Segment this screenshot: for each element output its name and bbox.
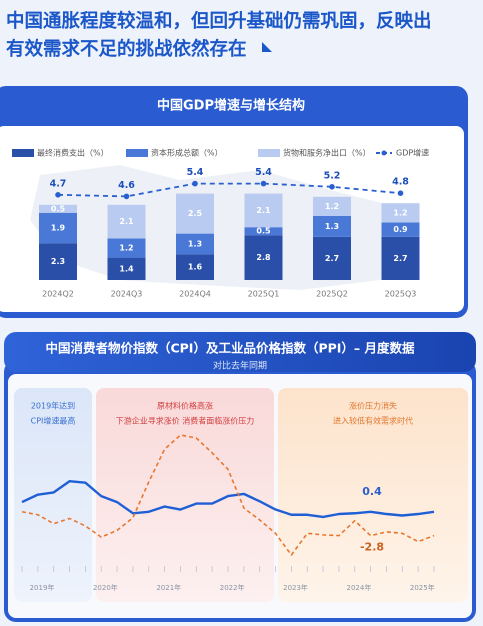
annotation: 涨价压力消失: [349, 401, 397, 411]
chart-title: 中国GDP增速与增长结构: [157, 98, 305, 114]
value-label: 2.8: [256, 253, 271, 262]
legend-swatch: [126, 149, 148, 157]
bar-segment: [176, 233, 214, 255]
gdp-label: 4.6: [118, 180, 135, 191]
gdp-point: [397, 190, 404, 196]
bar-segment: [176, 254, 214, 280]
gdp-point: [55, 192, 61, 198]
value-label: 2.7: [393, 254, 407, 263]
bar-segment: [313, 216, 351, 237]
x-tick-label: 2024Q2: [42, 290, 74, 299]
bar-segment: [244, 235, 283, 280]
series-line: [21, 480, 435, 519]
series-line: [21, 434, 435, 556]
annotation: 2019年达到: [31, 401, 75, 411]
x-tick-label: 2020年: [93, 583, 118, 592]
bar-segment: [39, 204, 77, 213]
x-tick-label: 2019年: [30, 583, 55, 592]
bar-segment: [313, 196, 351, 216]
annotation: 原材料价格高涨: [157, 401, 213, 411]
value-label: 1.6: [188, 263, 203, 272]
legend-label: 资本形成总额（%）: [151, 148, 223, 158]
annotation: 进入较低有效需求时代: [333, 416, 413, 426]
bar-segment: [107, 257, 146, 280]
gdp-label: 4.8: [392, 177, 409, 188]
value-label: 2.3: [51, 257, 65, 266]
legend-swatch: [381, 150, 387, 156]
bar-segment: [244, 193, 283, 228]
bar-segment: [176, 193, 214, 234]
x-tick-label: 2023年: [283, 583, 308, 592]
legend-swatch: [258, 149, 280, 157]
bar-segment: [39, 243, 77, 280]
value-label: 0.9: [393, 225, 408, 234]
x-tick-label: 2024Q4: [179, 290, 211, 299]
end-label: -2.8: [360, 541, 384, 554]
bar-segment: [381, 222, 420, 237]
value-label: 2.7: [325, 254, 339, 263]
x-tick-label: 2022年: [220, 583, 245, 592]
bar-segment: [313, 236, 351, 280]
gdp-point: [260, 180, 267, 187]
region: [96, 388, 274, 602]
arrow-icon: [262, 42, 272, 52]
value-label: 1.3: [325, 222, 339, 231]
legend-label: 最终消费支出（%）: [37, 148, 109, 158]
chart-subtitle: 对比去年同期: [213, 360, 267, 372]
bar-segment: [381, 236, 420, 280]
x-tick-label: 2024年: [347, 583, 372, 592]
gdp-label: 5.2: [324, 170, 341, 181]
gdp-point: [192, 180, 198, 187]
value-label: 1.4: [119, 264, 134, 273]
legend-swatch: [12, 149, 34, 157]
annotation: CPI增速最高: [31, 416, 76, 426]
value-label: 2.5: [188, 209, 203, 218]
value-label: 2.1: [119, 217, 134, 226]
end-label: 0.4: [362, 485, 382, 498]
bar-segment: [107, 238, 146, 258]
value-label: 1.2: [393, 208, 407, 217]
region: [14, 388, 92, 602]
gdp-label: 5.4: [255, 167, 272, 178]
value-label: 1.2: [119, 244, 133, 253]
gdp-label: 4.7: [50, 178, 67, 189]
title-line: 有效需求不足的挑战依然存在: [6, 38, 247, 60]
legend-label: GDP增速: [396, 148, 429, 158]
gdp-line: [57, 182, 401, 198]
gdp-point: [123, 193, 130, 200]
region: [278, 388, 468, 602]
value-label: 0.5: [256, 227, 271, 236]
x-tick-label: 2025年: [410, 583, 435, 592]
x-tick-label: 2024Q3: [111, 290, 143, 299]
value-label: 2.1: [256, 206, 271, 215]
value-label: 0.5: [51, 204, 66, 213]
title-line: 中国通胀程度较温和，但回升基础仍需巩固，反映出: [6, 10, 432, 32]
x-tick-label: 2025Q2: [316, 290, 348, 299]
gdp-point: [329, 184, 335, 190]
legend-label: 货物和服务净出口（%）: [283, 148, 371, 158]
gdp-label: 5.4: [187, 167, 204, 178]
bar-segment: [107, 204, 146, 239]
x-tick-label: 2025Q1: [248, 290, 280, 299]
panel-header: [4, 332, 476, 372]
value-label: 1.2: [325, 202, 339, 211]
annotation: 下游企业寻求涨价 消费者面临涨价压力: [116, 416, 255, 426]
x-tick-label: 2021年: [156, 583, 181, 592]
bar-segment: [244, 227, 283, 236]
chart-title: 中国消费者物价指数（CPI）及工业品价格指数（PPI）– 月度数据: [45, 341, 415, 356]
x-tick-label: 2025Q3: [385, 290, 417, 299]
value-label: 1.9: [51, 224, 66, 233]
value-label: 1.3: [188, 240, 202, 249]
bar-segment: [381, 203, 420, 223]
bar-segment: [39, 212, 77, 244]
